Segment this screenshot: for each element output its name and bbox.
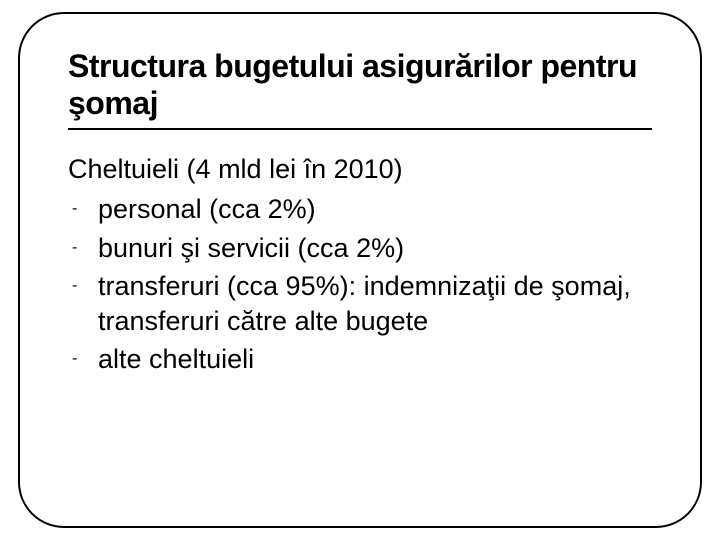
slide-title: Structura bugetului asigurărilor pentru …: [68, 48, 652, 122]
list-item: bunuri şi servicii (cca 2%): [98, 229, 652, 268]
list-item: transferuri (cca 95%): indemnizaţii de ş…: [98, 267, 652, 340]
slide: Structura bugetului asigurărilor pentru …: [0, 0, 720, 540]
slide-frame: Structura bugetului asigurărilor pentru …: [18, 12, 702, 528]
title-underline: [68, 128, 652, 130]
list-item: personal (cca 2%): [98, 190, 652, 229]
list-item: alte cheltuieli: [98, 340, 652, 379]
intro-text: Cheltuieli (4 mld lei în 2010): [68, 152, 652, 187]
bullet-list: personal (cca 2%) bunuri şi servicii (cc…: [68, 190, 652, 379]
